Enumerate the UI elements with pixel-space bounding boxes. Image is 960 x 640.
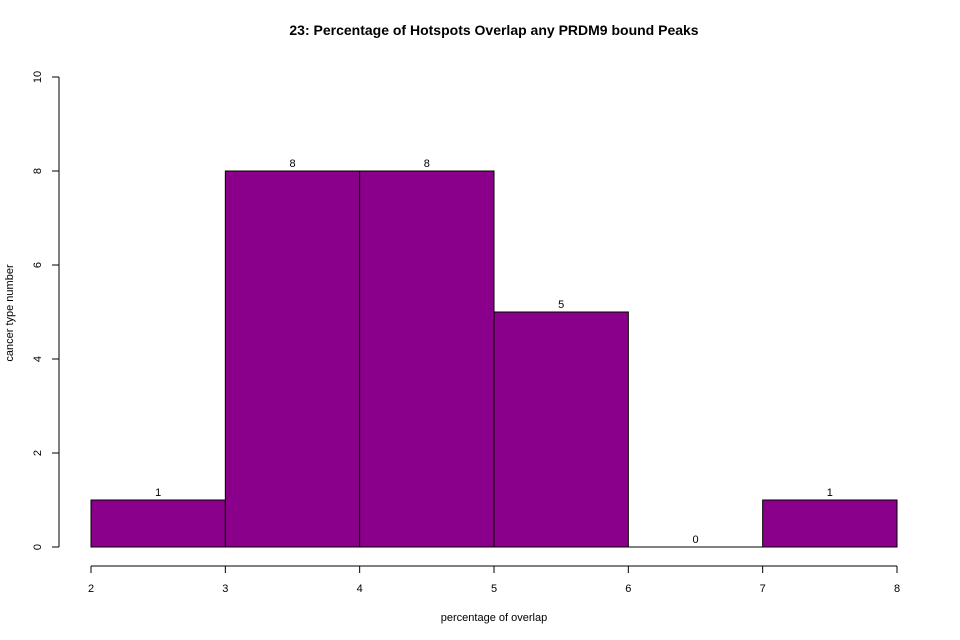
x-tick-label: 2 xyxy=(88,583,94,595)
x-axis-label: percentage of overlap xyxy=(441,612,547,624)
x-tick-label: 3 xyxy=(222,583,228,595)
x-tick-label: 7 xyxy=(760,583,766,595)
x-axis: 2 3 4 5 6 7 8 xyxy=(88,565,900,595)
bar-count-label: 8 xyxy=(424,158,430,170)
bar-count-label: 1 xyxy=(155,487,161,499)
histogram-bar xyxy=(224,170,361,548)
y-tick-label: 4 xyxy=(32,356,44,362)
bar-count-label: 5 xyxy=(558,299,564,311)
histogram-bar xyxy=(762,499,898,548)
y-tick-label: 2 xyxy=(32,450,44,456)
y-axis: 0 2 4 6 8 10 xyxy=(32,71,60,550)
y-tick-label: 8 xyxy=(32,168,44,174)
histogram-bar xyxy=(359,170,495,548)
y-tick-label: 0 xyxy=(32,544,44,550)
histogram-bar xyxy=(90,499,226,548)
histogram-bar xyxy=(493,311,629,548)
x-tick-label: 4 xyxy=(357,583,363,595)
bar-labels-group: 1 8 8 5 0 1 xyxy=(155,158,833,546)
bar-count-label: 0 xyxy=(692,534,698,546)
bar-count-label: 1 xyxy=(827,487,833,499)
bar-count-label: 8 xyxy=(289,158,295,170)
chart-title: 23: Percentage of Hotspots Overlap any P… xyxy=(289,22,698,38)
x-tick-label: 6 xyxy=(625,583,631,595)
y-tick-label: 10 xyxy=(32,71,44,83)
x-tick-label: 5 xyxy=(491,583,497,595)
bars-group xyxy=(90,170,898,548)
y-axis-label: cancer type number xyxy=(4,264,16,362)
y-tick-label: 6 xyxy=(32,262,44,268)
x-tick-label: 8 xyxy=(894,583,900,595)
